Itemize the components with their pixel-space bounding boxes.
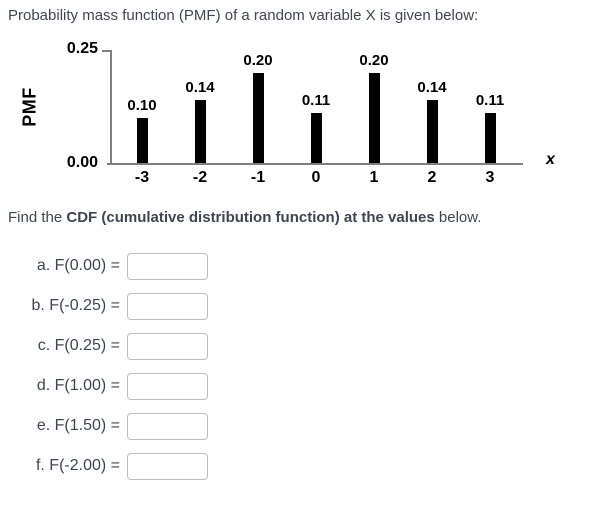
- cdf-row-e: e. F(1.50) =: [0, 412, 208, 440]
- pmf-bar: [310, 113, 322, 163]
- cdf-input-c[interactable]: [127, 332, 208, 360]
- y-tick-max: 0.25: [66, 40, 98, 57]
- pmf-bar-group: 0.20: [229, 51, 287, 163]
- cdf-label-f: f. F(-2.00) =: [35, 457, 120, 474]
- cdf-row-b: b. F(-0.25) =: [0, 292, 208, 320]
- cdf-row-d: d. F(1.00) =: [0, 372, 208, 400]
- pmf-bar: [368, 73, 380, 163]
- instruction-text: Find the CDF (cumulative distribution fu…: [8, 209, 481, 226]
- bar-value-label: 0.11: [301, 91, 331, 109]
- pmf-bar: [484, 113, 496, 163]
- instruction-suffix: below.: [434, 209, 482, 226]
- cdf-form: a. F(0.00) = b. F(-0.25) = c. F(0.25) = …: [0, 252, 208, 492]
- pmf-bar: [252, 73, 264, 163]
- x-tick-label: -3: [134, 169, 150, 186]
- bar-value-label: 0.20: [359, 51, 389, 69]
- pmf-bar: [136, 118, 148, 163]
- y-axis-top-tick: [102, 50, 110, 52]
- pmf-bar-group: 0.11: [287, 91, 345, 163]
- pmf-bar-group: 0.11: [461, 91, 519, 163]
- y-axis-line: [110, 50, 112, 164]
- bar-value-label: 0.11: [475, 91, 505, 109]
- pmf-bar-group: 0.20: [345, 51, 403, 163]
- x-axis-label: x: [546, 151, 555, 168]
- instruction-bold: CDF (cumulative distribution function) a…: [66, 209, 435, 226]
- pmf-bars: 0.10 0.14 0.20 0.11 0.20 0.14 0.11: [113, 49, 519, 163]
- cdf-label-c: c. F(0.25) =: [37, 337, 120, 354]
- cdf-label-e: e. F(1.50) =: [36, 417, 120, 434]
- cdf-row-a: a. F(0.00) =: [0, 252, 208, 280]
- cdf-label-d: d. F(1.00) =: [36, 377, 120, 394]
- pmf-bar: [194, 100, 206, 163]
- x-tick-label: -2: [192, 169, 208, 186]
- pmf-xticks: -3 -2 -1 0 1 2 3: [113, 169, 519, 187]
- pmf-bar-group: 0.14: [403, 78, 461, 163]
- bar-value-label: 0.14: [185, 78, 215, 96]
- cdf-input-d[interactable]: [127, 372, 208, 400]
- pmf-bar: [426, 100, 438, 163]
- cdf-input-f[interactable]: [127, 452, 208, 480]
- bar-value-label: 0.20: [243, 51, 273, 69]
- y-axis-label: PMF: [19, 87, 40, 127]
- pmf-chart: PMF 0.25 0.00 0.10 0.14 0.20 0.11 0.20 0.14 0.…: [0, 35, 615, 205]
- cdf-input-b[interactable]: [127, 292, 208, 320]
- x-tick-label: 3: [485, 169, 495, 186]
- pmf-bar-group: 0.14: [171, 78, 229, 163]
- y-tick-zero: 0.00: [66, 154, 98, 171]
- x-tick-label: 0: [311, 169, 321, 186]
- page-title: Probability mass function (PMF) of a ran…: [8, 7, 479, 24]
- bar-value-label: 0.14: [417, 78, 447, 96]
- x-axis-line: [107, 163, 523, 165]
- cdf-input-e[interactable]: [127, 412, 208, 440]
- cdf-row-f: f. F(-2.00) =: [0, 452, 208, 480]
- bar-value-label: 0.10: [127, 96, 157, 114]
- cdf-row-c: c. F(0.25) =: [0, 332, 208, 360]
- cdf-input-a[interactable]: [127, 252, 208, 280]
- cdf-label-a: a. F(0.00) =: [36, 257, 120, 274]
- x-tick-label: 2: [427, 169, 437, 186]
- pmf-bar-group: 0.10: [113, 96, 171, 163]
- x-tick-label: 1: [369, 169, 379, 186]
- instruction-prefix: Find the: [8, 209, 67, 226]
- cdf-label-b: b. F(-0.25) =: [31, 297, 120, 314]
- x-tick-label: -1: [250, 169, 266, 186]
